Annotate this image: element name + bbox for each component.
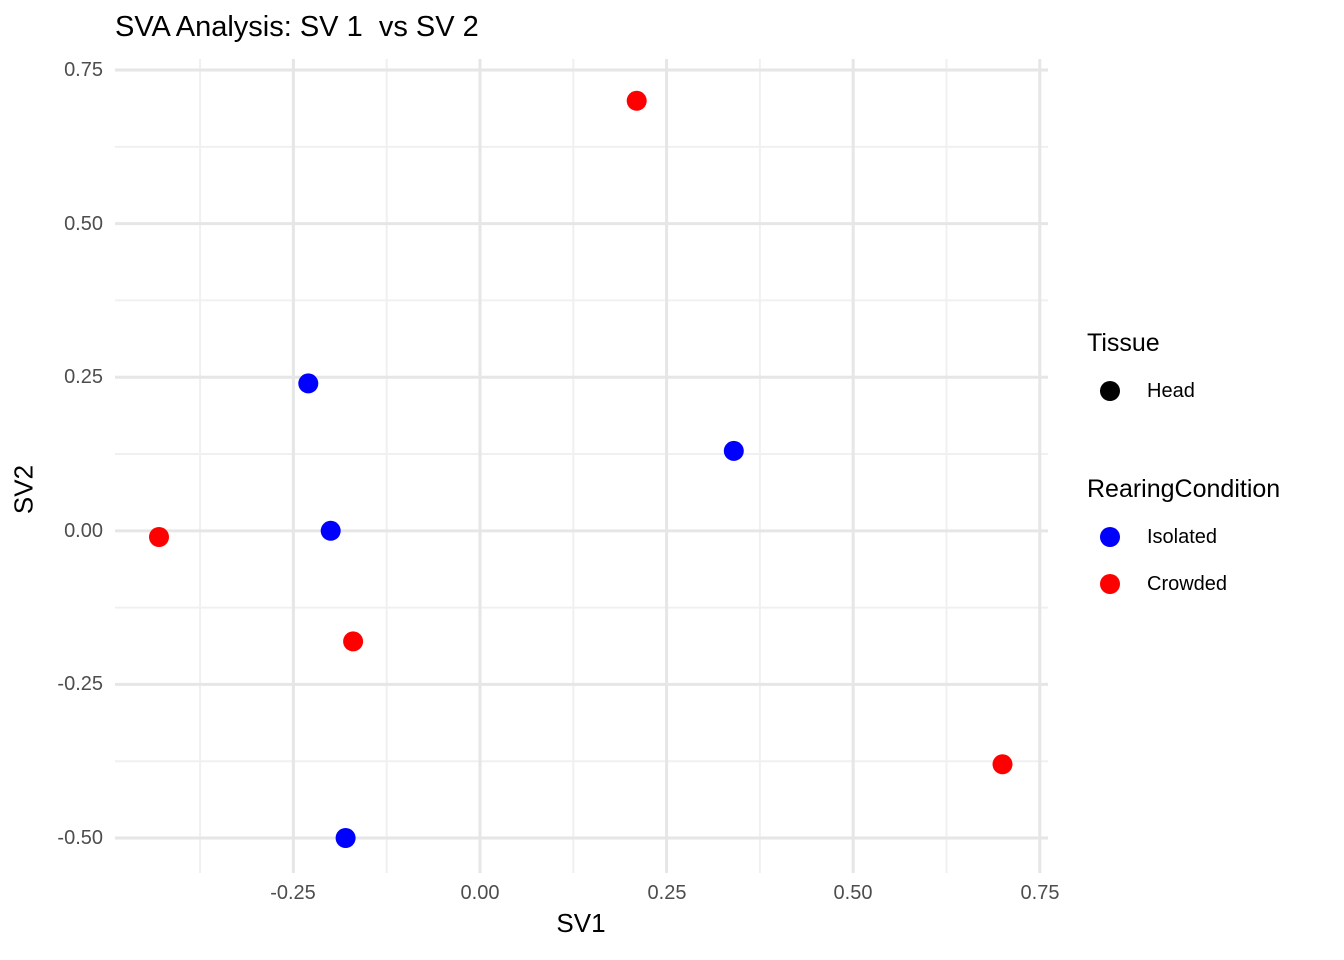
y-tick-label: 0.25 xyxy=(64,366,103,388)
data-point-crowded xyxy=(343,631,364,652)
point-swatch-isolated xyxy=(1100,527,1120,547)
data-point-isolated xyxy=(723,440,744,461)
legend-item-head: Head xyxy=(1087,377,1195,405)
y-tick-label: -0.50 xyxy=(57,827,103,849)
chart-title: SVA Analysis: SV 1 vs SV 2 xyxy=(115,11,479,43)
x-tick-label: 0.25 xyxy=(647,882,687,904)
point-swatch-crowded xyxy=(1100,574,1120,594)
x-tick-label: 0.50 xyxy=(833,882,873,904)
x-tick-label: 0.00 xyxy=(460,882,500,904)
x-axis-title: SV1 xyxy=(556,908,606,938)
y-tick-label: -0.25 xyxy=(57,673,103,695)
y-tick-label: 0.50 xyxy=(64,213,103,235)
legend-label-head: Head xyxy=(1147,379,1195,402)
legend-item-crowded: Crowded xyxy=(1087,570,1280,598)
data-point-crowded xyxy=(626,90,647,111)
data-point-crowded xyxy=(992,754,1013,775)
legend-group-rearing-condition: RearingCondition Isolated Crowded xyxy=(1087,474,1280,617)
y-tick-label: 0.00 xyxy=(64,520,103,542)
x-tick-label: 0.75 xyxy=(1020,882,1060,904)
legend-title-rearing-condition: RearingCondition xyxy=(1087,475,1281,503)
point-swatch-head xyxy=(1100,381,1120,401)
y-tick-label: 0.75 xyxy=(64,59,103,81)
data-point-isolated xyxy=(320,520,341,541)
legend-title-tissue: Tissue xyxy=(1087,329,1160,357)
legend-group-tissue: Tissue Head xyxy=(1087,328,1195,424)
y-axis-title: SV2 xyxy=(8,464,39,515)
legend-label-isolated: Isolated xyxy=(1147,525,1218,548)
x-tick-label: -0.25 xyxy=(270,882,316,904)
data-point-isolated xyxy=(298,373,319,394)
data-point-crowded xyxy=(149,527,169,547)
legend-item-isolated: Isolated xyxy=(1087,523,1280,551)
legend-label-crowded: Crowded xyxy=(1147,572,1228,595)
data-point-isolated xyxy=(335,828,356,848)
